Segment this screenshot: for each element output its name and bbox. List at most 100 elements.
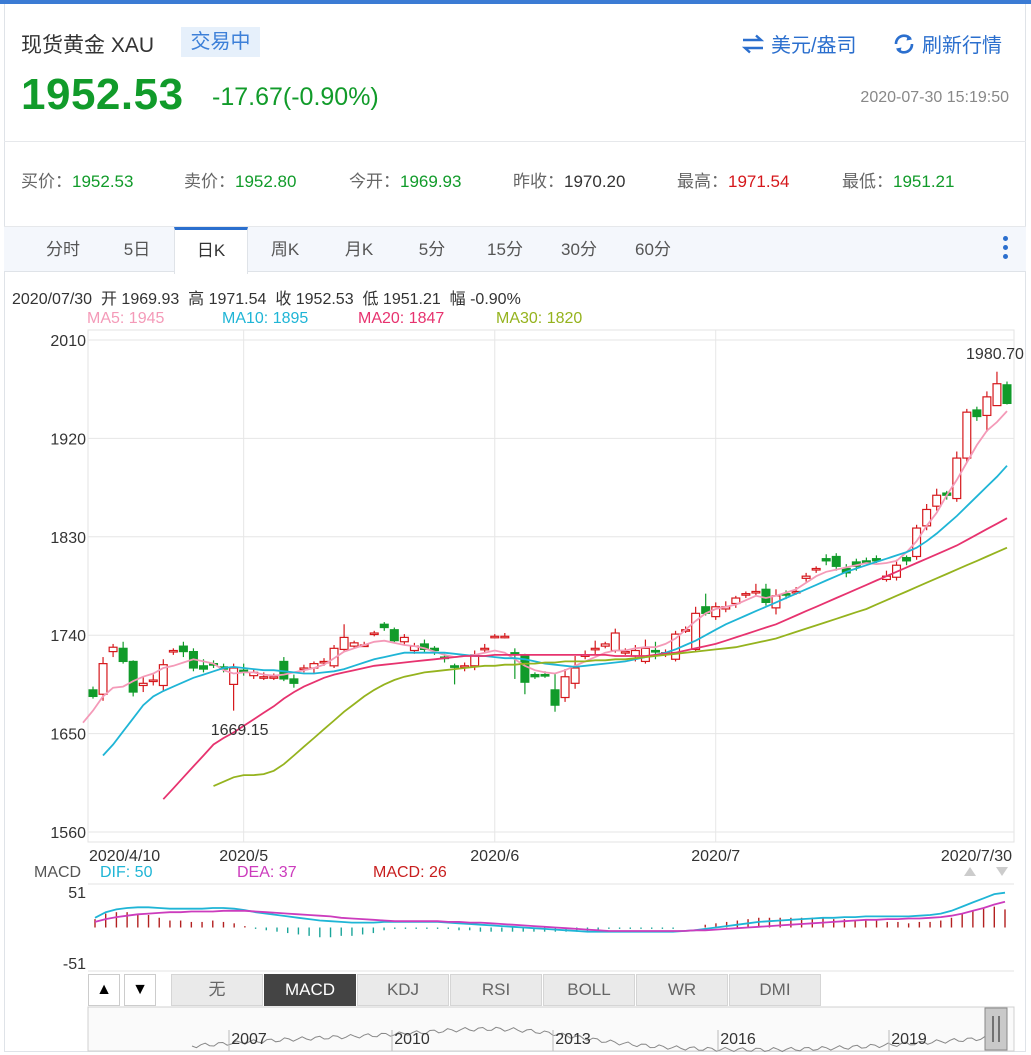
navigator-year-label: 2010 bbox=[394, 1031, 430, 1048]
scroll-down-button[interactable]: ▼ bbox=[124, 974, 156, 1006]
candle-body bbox=[369, 632, 379, 636]
indicator-button-2[interactable]: KDJ bbox=[357, 974, 449, 1006]
candle-body bbox=[761, 588, 771, 604]
candle-body bbox=[128, 660, 138, 693]
candle-body bbox=[741, 593, 751, 596]
current-price: 1952.53 bbox=[21, 70, 184, 119]
navigator-year-label: 2007 bbox=[231, 1031, 267, 1048]
candle-body bbox=[992, 383, 1002, 407]
currency-label: 美元/盎司 bbox=[771, 35, 857, 57]
candle-body bbox=[560, 676, 570, 699]
candle-body bbox=[620, 650, 630, 654]
quote-value: 1951.21 bbox=[893, 172, 955, 191]
candle-body bbox=[600, 643, 610, 647]
refresh-icon bbox=[894, 33, 914, 54]
quote-label: 最高： bbox=[677, 172, 728, 191]
low-annotation: 1669.15 bbox=[211, 722, 269, 739]
x-tick-label: 2020/6 bbox=[470, 848, 519, 865]
candle-body bbox=[239, 669, 249, 673]
x-tick-label: 2020/7 bbox=[691, 848, 740, 865]
indicator-button-3[interactable]: RSI bbox=[450, 974, 542, 1006]
candle-body bbox=[259, 676, 269, 679]
quote-item: 最低：1951.21 bbox=[842, 167, 954, 192]
indicator-button-1[interactable]: MACD bbox=[264, 974, 356, 1006]
candle-body bbox=[500, 635, 510, 639]
macd-title: MACD bbox=[34, 864, 81, 881]
quote-label: 卖价： bbox=[184, 172, 235, 191]
ma-line-ma10 bbox=[102, 465, 1008, 757]
navigator-frame bbox=[87, 1006, 1015, 1052]
currency-switch-button[interactable]: 美元/盎司 bbox=[741, 29, 857, 58]
candle-body bbox=[349, 642, 359, 647]
candle-body bbox=[610, 632, 620, 652]
quote-value: 1952.53 bbox=[72, 172, 134, 191]
tab-1[interactable]: 5日 bbox=[123, 240, 151, 259]
indicator-button-0[interactable]: 无 bbox=[171, 974, 263, 1006]
y-tick-label: 1740 bbox=[50, 628, 86, 645]
quote-item: 最高：1971.54 bbox=[677, 167, 789, 192]
x-tick-label: 2020/4/10 bbox=[89, 848, 160, 865]
x-tick-label: 2020/5 bbox=[219, 848, 268, 865]
y-tick-label: 1920 bbox=[50, 431, 86, 448]
y-tick-label: 1830 bbox=[50, 530, 86, 547]
period-tabs: 分时 5日 日K 周K 月K 5分 15分 30分 60分 bbox=[4, 226, 1026, 274]
macd-dif-line bbox=[94, 891, 1006, 933]
scroll-up-button[interactable]: ▲ bbox=[88, 974, 120, 1006]
candle-body bbox=[168, 649, 178, 653]
tab-0[interactable]: 分时 bbox=[46, 240, 80, 259]
candle-body bbox=[972, 409, 982, 418]
navigator-year-label: 2016 bbox=[720, 1031, 756, 1048]
candle-body bbox=[982, 396, 992, 417]
tab-3[interactable]: 周K bbox=[270, 240, 300, 259]
macd-value-label: MACD: 26 bbox=[373, 864, 447, 881]
indicator-button-6[interactable]: DMI bbox=[729, 974, 821, 1006]
candle-body bbox=[731, 597, 741, 605]
candle-body bbox=[962, 411, 972, 459]
quote-value: 1970.20 bbox=[564, 172, 626, 191]
header-divider bbox=[4, 141, 1026, 142]
trading-status-badge: 交易中 bbox=[181, 27, 260, 57]
candle-body bbox=[379, 623, 389, 629]
indicator-button-4[interactable]: BOLL bbox=[543, 974, 635, 1006]
refresh-quote-button[interactable]: 刷新行情 bbox=[892, 29, 1002, 58]
tab-8[interactable]: 60分 bbox=[635, 240, 671, 259]
candle-body bbox=[339, 636, 349, 651]
ma-legend-item: MA5: 1945 bbox=[87, 310, 165, 327]
tab-5[interactable]: 5分 bbox=[418, 240, 446, 259]
candle-body bbox=[178, 645, 188, 653]
candle-body bbox=[821, 558, 831, 562]
candle-body bbox=[550, 689, 560, 706]
candle-body bbox=[932, 494, 942, 507]
candle-body bbox=[158, 664, 168, 687]
tab-4[interactable]: 月K bbox=[344, 240, 374, 259]
candle-body bbox=[590, 647, 600, 651]
candle-body bbox=[530, 673, 540, 678]
candle-body bbox=[691, 612, 701, 651]
quote-value: 1969.93 bbox=[400, 172, 462, 191]
tab-6[interactable]: 15分 bbox=[487, 240, 523, 259]
candle-body bbox=[399, 636, 409, 643]
macd-dea-label: DEA: 37 bbox=[237, 864, 297, 881]
macd-down-marker bbox=[996, 867, 1008, 876]
navigator-handle[interactable] bbox=[984, 1007, 1008, 1051]
candle-body bbox=[811, 567, 821, 571]
ma-legend-item: MA10: 1895 bbox=[222, 310, 309, 327]
quote-item: 昨收：1970.20 bbox=[513, 167, 625, 192]
tab-7[interactable]: 30分 bbox=[561, 240, 597, 259]
indicator-button-5[interactable]: WR bbox=[636, 974, 728, 1006]
swap-arrows-icon bbox=[741, 34, 765, 53]
high-annotation: 1980.70 bbox=[966, 346, 1024, 363]
candle-body bbox=[88, 689, 98, 698]
ohlc-info-line: 2020/07/30 开 1969.93 高 1971.54 收 1952.53… bbox=[12, 291, 521, 308]
tab-2[interactable]: 日K bbox=[174, 227, 248, 274]
ma-line-ma30 bbox=[213, 546, 1008, 787]
top-accent-bar bbox=[0, 0, 1031, 4]
y-tick-label: 1650 bbox=[50, 727, 86, 744]
candle-body bbox=[98, 663, 108, 695]
candle-body bbox=[510, 652, 520, 655]
more-options-icon[interactable] bbox=[1003, 236, 1009, 263]
candle-body bbox=[329, 647, 339, 667]
candle-body bbox=[490, 635, 500, 639]
candle-body bbox=[229, 667, 239, 685]
